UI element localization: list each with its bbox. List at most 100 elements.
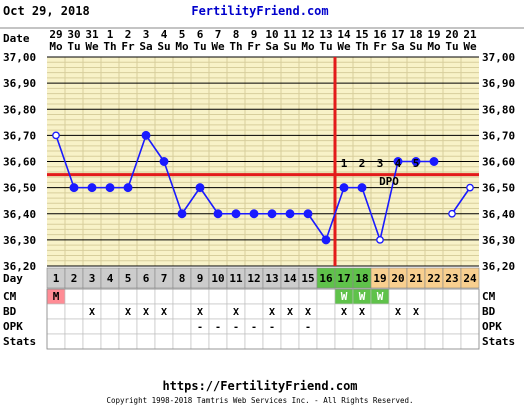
temp-line-segment (199, 187, 219, 215)
temp-point (195, 183, 205, 193)
temp-line-segment (379, 161, 399, 241)
weekday-label: Mo (301, 40, 315, 53)
site-name-link[interactable]: FertilityFriend.com (191, 4, 328, 18)
date-label: 1 (107, 28, 114, 41)
day-number: 19 (373, 272, 386, 285)
weekday-label: Su (409, 40, 422, 53)
temp-line-segment (127, 135, 147, 188)
row-cell-mark: - (305, 322, 311, 333)
row-cell (442, 333, 462, 350)
row-cell (172, 333, 192, 350)
temp-point (321, 235, 331, 245)
row-cell (388, 288, 408, 305)
temp-point (285, 209, 295, 219)
row-cell (406, 288, 426, 305)
row-cell (244, 288, 264, 305)
plot-area (0, 27, 524, 267)
dpo-label: DPO (379, 175, 399, 188)
axis-labels: 37,00 37,00 36,90 36,90 36,80 36,80 36,70 36,70… (3, 28, 515, 273)
row-cell (46, 318, 66, 335)
temp-line-segment (451, 187, 471, 215)
day-number: 15 (301, 272, 314, 285)
dpo-number: 3 (377, 157, 384, 170)
row-cell (280, 288, 300, 305)
row-cell-mark: - (215, 322, 221, 333)
temp-point (177, 209, 187, 219)
row-cell (154, 333, 174, 350)
row-cell (280, 333, 300, 350)
date-label: 16 (373, 28, 387, 41)
date-label: 11 (283, 28, 297, 41)
day-number: 4 (107, 272, 114, 285)
row-cell (226, 288, 246, 305)
row-label-right: OPK (482, 320, 502, 333)
weekday-label: We (463, 40, 477, 53)
day-cell (460, 267, 480, 289)
row-cell-mark: W (341, 290, 348, 303)
row-cell (190, 288, 210, 305)
row-cell (352, 333, 372, 350)
row-label-right: Stats (482, 335, 515, 348)
y-tick-label-left: 36,60 (3, 156, 36, 169)
row-label-right: BD (482, 305, 496, 318)
y-tick-label-right: 36,80 (482, 103, 515, 116)
footer-copyright: Copyright 1998-2018 Tamtris Web Services… (106, 396, 413, 405)
row-cell (154, 318, 174, 335)
temp-point (69, 183, 79, 193)
row-cell (100, 333, 120, 350)
dpo-number: 2 (359, 157, 366, 170)
row-cell (424, 318, 444, 335)
row-cell-mark: X (233, 307, 239, 318)
row-cell (388, 318, 408, 335)
row-cell (190, 333, 210, 350)
row-cell (136, 288, 156, 305)
row-cell (424, 303, 444, 320)
row-label-left: Stats (3, 335, 36, 348)
row-cell-mark: - (233, 322, 239, 333)
temp-point (376, 236, 384, 244)
row-cell (64, 333, 84, 350)
dpo-number: 4 (395, 157, 402, 170)
row-cell-mark: - (251, 322, 257, 333)
day-number: 5 (125, 272, 132, 285)
weekday-label: Mo (427, 40, 441, 53)
row-cell (172, 318, 192, 335)
day-number: 23 (445, 272, 458, 285)
temp-point (411, 157, 421, 166)
date-label: 17 (391, 28, 404, 41)
footer-url-link[interactable]: https://FertilityFriend.com (162, 379, 357, 393)
row-cell (406, 318, 426, 335)
day-number: 3 (89, 272, 96, 285)
temp-point (303, 209, 313, 219)
weekday-label: Mo (175, 40, 189, 53)
weekday-label: Sa (265, 40, 278, 53)
temp-line-segment (145, 134, 165, 162)
row-cell-mark: - (197, 322, 203, 333)
chart-date: Oct 29, 2018 (3, 4, 90, 18)
day-number: 18 (355, 272, 368, 285)
row-cell (64, 318, 84, 335)
date-label: 12 (301, 28, 314, 41)
weekday-label: Tu (445, 40, 458, 53)
date-label: 6 (197, 28, 204, 41)
temp-point (249, 209, 259, 219)
row-cell (352, 318, 372, 335)
temp-point (141, 130, 151, 140)
row-cell-mark: X (413, 307, 419, 318)
weekday-label: Tu (319, 40, 332, 53)
weekday-label: Su (157, 40, 170, 53)
rows-frame (46, 288, 480, 350)
date-label: 3 (143, 28, 150, 41)
row-cell-mark: W (359, 290, 366, 303)
date-label: 19 (427, 28, 440, 41)
date-row-label: Date (3, 32, 30, 45)
row-label-left: OPK (3, 320, 23, 333)
row-cell (298, 333, 318, 350)
temp-point (393, 157, 403, 166)
temp-point (123, 183, 133, 193)
row-cell (208, 288, 228, 305)
row-cell (280, 318, 300, 335)
day-number: 20 (391, 272, 404, 285)
y-tick-label-right: 36,50 (482, 182, 515, 195)
